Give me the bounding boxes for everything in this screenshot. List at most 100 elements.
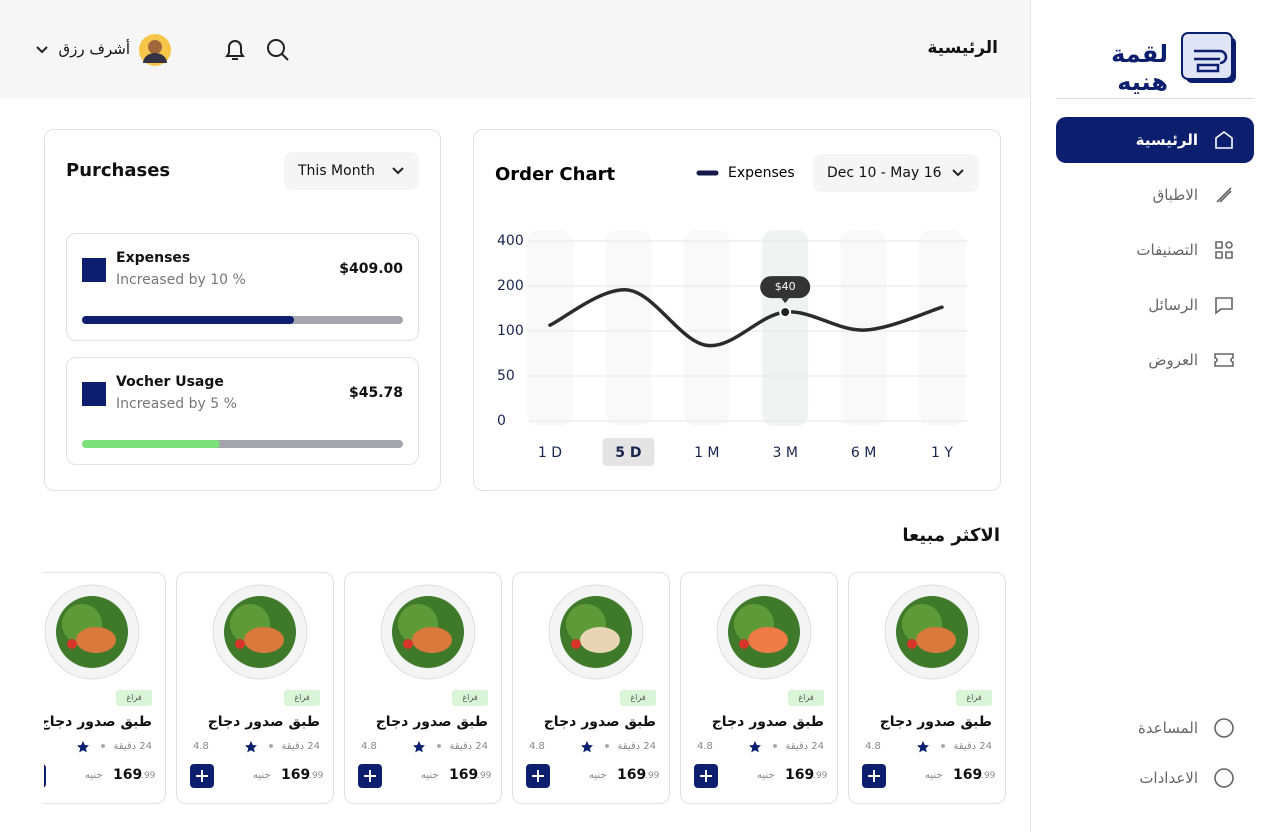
progress-bar [82, 316, 294, 324]
cents: .99 [813, 771, 828, 781]
x-tick-label: 1 D [538, 445, 562, 461]
nav-label: الرسائل [1148, 296, 1198, 314]
rating: 4.8 [193, 741, 209, 752]
range-dropdown[interactable]: Dec 10 - May 16 [813, 154, 979, 192]
plus [868, 770, 880, 782]
currency: جنيه [253, 770, 271, 781]
time: 24 دقيقة [113, 741, 152, 752]
time: 24 دقيقة [617, 741, 656, 752]
user-name[interactable]: أشرف رزق [58, 40, 130, 58]
tomato [235, 639, 245, 649]
icon-shape [1215, 241, 1233, 259]
add-button[interactable] [526, 764, 550, 788]
page-title: الرئيسية [927, 38, 998, 58]
selected-bg [602, 438, 655, 466]
price: 169 [113, 767, 143, 783]
nav-item[interactable]: الرسائل [1056, 282, 1254, 328]
nav-label: التصنيفات [1136, 241, 1198, 259]
add-button[interactable] [44, 764, 46, 788]
add-button[interactable] [694, 764, 718, 788]
nav-item[interactable]: المساعدة [1056, 705, 1254, 751]
tag: فراغ [452, 690, 488, 706]
cents: .99 [645, 771, 660, 781]
nav-label: الاطباق [1152, 186, 1198, 204]
item-name: Expenses [116, 250, 191, 266]
logo [1181, 32, 1236, 83]
nav-icon [1214, 353, 1234, 367]
purchases-title: Purchases [66, 160, 171, 181]
rating: 4.8 [865, 741, 881, 752]
icon-shape [1215, 131, 1233, 149]
x-tick-label: 1 Y [931, 445, 953, 461]
icon-shape [1216, 187, 1232, 203]
time: 24 دقيقة [449, 741, 488, 752]
tag: فراغ [284, 690, 320, 706]
dish-image [44, 584, 140, 680]
plus [196, 770, 208, 782]
legend-label: Expenses [728, 165, 795, 181]
dish-image [548, 584, 644, 680]
chevron[interactable] [34, 42, 50, 58]
chart: Order Chart 0 50 100 200 400 1 D 5 D 1 M 3 M 6 M 1… [495, 164, 968, 466]
item-note: Increased by 5 % [116, 396, 237, 412]
cents: .99 [981, 771, 996, 781]
icon-shape [1214, 353, 1234, 367]
chevron [392, 167, 404, 175]
nav-label: العروض [1148, 351, 1198, 369]
item-icon [82, 382, 106, 406]
product-card: فراغ طبق صدور دجاج 24 دقيقة 4.8 169.99 جنيه [176, 572, 334, 804]
time: 24 دقيقة [953, 741, 992, 752]
bell-icon[interactable] [221, 36, 249, 64]
cents: .99 [141, 771, 156, 781]
nav-icon [1215, 131, 1233, 149]
add-button[interactable] [190, 764, 214, 788]
nav-item[interactable]: الرئيسية [1056, 117, 1254, 163]
nav-item[interactable]: العروض [1056, 337, 1254, 383]
protein [580, 627, 620, 653]
period-dropdown[interactable]: This Month [284, 152, 419, 190]
chart-title: Order Chart [495, 164, 615, 185]
progress-track [82, 440, 403, 448]
tomato [403, 639, 413, 649]
add-button[interactable] [358, 764, 382, 788]
top-bar [0, 0, 1030, 98]
dropdown-text: This Month [298, 163, 375, 179]
item-icon [82, 258, 106, 282]
search-icon[interactable] [264, 36, 292, 64]
star [581, 741, 593, 753]
item-name: Vocher Usage [116, 374, 224, 390]
nav-icon [1215, 297, 1233, 315]
tomato [907, 639, 917, 649]
tomato [67, 639, 77, 649]
item-amount: $45.78 [348, 385, 403, 401]
nav-item[interactable]: التصنيفات [1056, 227, 1254, 273]
y-tick-label: 100 [497, 323, 524, 339]
cents: .99 [309, 771, 324, 781]
tomato [739, 639, 749, 649]
star-icon [917, 741, 929, 753]
nav-item[interactable]: الاطباق [1056, 172, 1254, 218]
column-bg [683, 230, 730, 426]
tag: فراغ [620, 690, 656, 706]
add-button[interactable] [862, 764, 886, 788]
nav-icon [1214, 718, 1234, 738]
rating: 4.8 [529, 741, 545, 752]
rating: 4.8 [697, 741, 713, 752]
dish-name: طبق صدور دجاج [543, 714, 656, 730]
time: 24 دقيقة [785, 741, 824, 752]
star [77, 741, 89, 753]
star [917, 741, 929, 753]
price: 169 [281, 767, 311, 783]
x-tick-label: 1 M [694, 445, 719, 461]
product-card: فراغ طبق صدور دجاج 24 دقيقة 4.8 169.99 جنيه [512, 572, 670, 804]
nav-item[interactable]: الاعدادات [1056, 755, 1254, 801]
dish-name: طبق صدور دجاج [375, 714, 488, 730]
dish-name: طبق صدور دجاج [879, 714, 992, 730]
dot [437, 744, 441, 748]
price: 169 [785, 767, 815, 783]
star [413, 741, 425, 753]
dot [773, 744, 777, 748]
y-tick-label: 0 [497, 413, 506, 429]
chevron [952, 169, 964, 177]
plus-icon [700, 770, 712, 782]
